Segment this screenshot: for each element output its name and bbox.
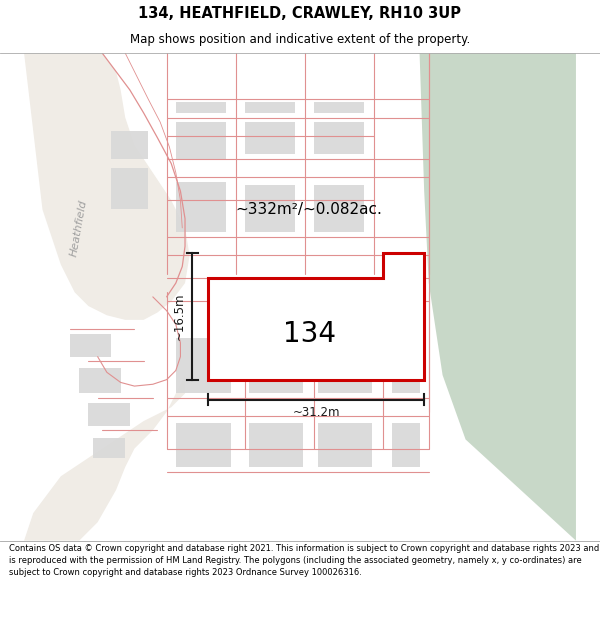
Bar <box>245 184 295 232</box>
Text: Heathfield: Heathfield <box>70 199 89 257</box>
Bar <box>250 423 303 467</box>
Text: Map shows position and indicative extent of the property.: Map shows position and indicative extent… <box>130 33 470 46</box>
Bar <box>112 168 148 209</box>
Bar <box>245 102 295 113</box>
Text: ~332m²/~0.082ac.: ~332m²/~0.082ac. <box>236 202 383 217</box>
Bar <box>176 423 231 467</box>
Bar <box>176 102 226 113</box>
Bar <box>79 368 121 394</box>
Bar <box>314 102 364 113</box>
Bar <box>314 184 364 232</box>
Polygon shape <box>208 253 424 379</box>
Bar <box>176 338 231 394</box>
Text: 134: 134 <box>283 320 336 348</box>
Bar <box>88 402 130 426</box>
Polygon shape <box>24 375 185 541</box>
Bar <box>250 338 303 394</box>
Text: 134, HEATHFIELD, CRAWLEY, RH10 3UP: 134, HEATHFIELD, CRAWLEY, RH10 3UP <box>139 6 461 21</box>
Text: ~31.2m: ~31.2m <box>292 406 340 419</box>
Bar <box>245 122 295 154</box>
Text: Contains OS data © Crown copyright and database right 2021. This information is : Contains OS data © Crown copyright and d… <box>9 544 599 577</box>
Bar <box>319 423 372 467</box>
Bar <box>93 438 125 458</box>
Bar <box>112 131 148 159</box>
Polygon shape <box>419 53 576 541</box>
Polygon shape <box>24 53 190 320</box>
Bar <box>70 334 112 357</box>
Bar <box>226 292 305 371</box>
Bar <box>176 182 226 232</box>
Bar <box>176 122 226 159</box>
Bar <box>319 338 372 394</box>
Bar <box>314 122 364 154</box>
Bar <box>392 338 419 394</box>
Text: ~16.5m: ~16.5m <box>173 292 186 340</box>
Bar <box>392 423 419 467</box>
